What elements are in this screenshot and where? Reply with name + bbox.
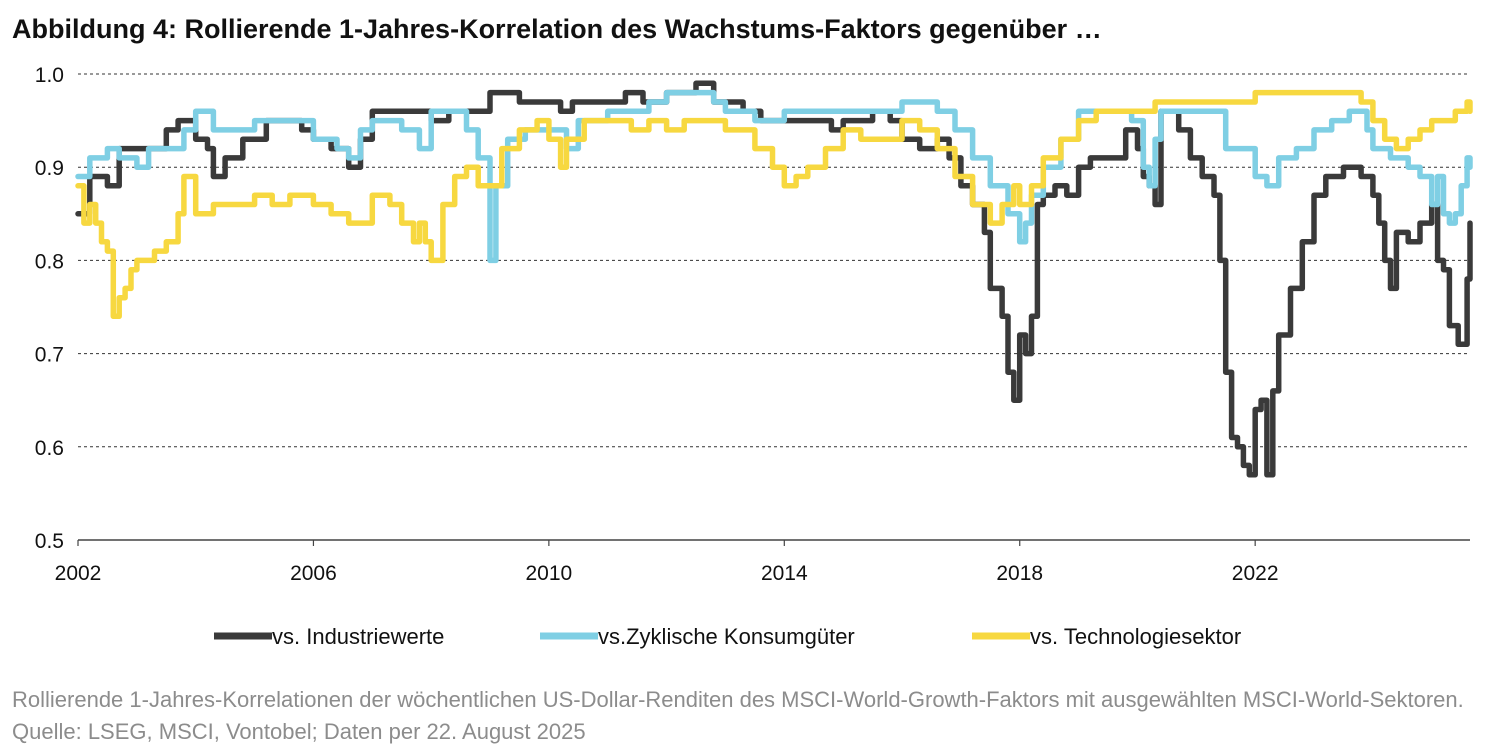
legend-label-3: vs. Technologiesektor	[1030, 624, 1241, 649]
x-tick-label: 2018	[996, 562, 1043, 585]
y-tick-label: 0.9	[35, 157, 64, 180]
series-lines	[75, 80, 1473, 478]
x-tick-label: 2002	[55, 562, 102, 585]
x-tick-label: 2014	[761, 562, 808, 585]
y-tick-label: 0.7	[35, 344, 64, 367]
series-line-2	[75, 89, 1473, 264]
legend-label-2: vs.Zyklische Konsumgüter	[598, 624, 855, 649]
legend: vs. Industriewerte vs.Zyklische Konsumgüt…	[214, 624, 1241, 649]
grid-lines	[78, 73, 1470, 448]
axes: 0.5 0.6 0.7 0.8 0.9 1.0 2002 2006 2010 2014 2018 20…	[35, 64, 1470, 585]
y-tick-label: 1.0	[35, 64, 64, 87]
chart-caption: Rollierende 1-Jahres-Korrelationen der w…	[12, 687, 1464, 744]
series-line-3	[75, 89, 1473, 320]
x-tick-label: 2022	[1232, 562, 1279, 585]
y-tick-label: 0.6	[35, 437, 64, 460]
chart-title: Abbildung 4: Rollierende 1-Jahres-Korrel…	[12, 14, 1102, 44]
x-tick-label: 2010	[526, 562, 573, 585]
legend-label-1: vs. Industriewerte	[272, 624, 444, 649]
series-line-1	[75, 80, 1473, 478]
y-tick-label: 0.5	[35, 530, 64, 553]
x-tick-label: 2006	[290, 562, 337, 585]
y-tick-label: 0.8	[35, 250, 64, 273]
